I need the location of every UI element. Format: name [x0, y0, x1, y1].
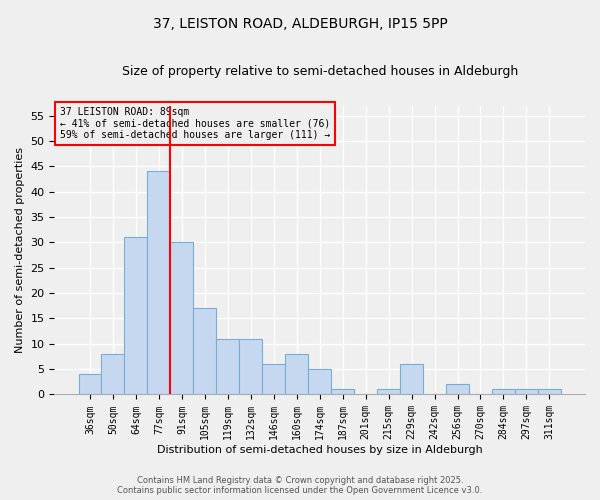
Bar: [170, 242, 193, 394]
Text: Contains HM Land Registry data © Crown copyright and database right 2025.
Contai: Contains HM Land Registry data © Crown c…: [118, 476, 482, 495]
Bar: [285, 354, 308, 395]
Bar: [239, 338, 262, 394]
Bar: [446, 384, 469, 394]
Bar: [377, 390, 400, 394]
X-axis label: Distribution of semi-detached houses by size in Aldeburgh: Distribution of semi-detached houses by …: [157, 445, 482, 455]
Bar: [217, 338, 239, 394]
Bar: [124, 238, 148, 394]
Bar: [492, 390, 515, 394]
Y-axis label: Number of semi-detached properties: Number of semi-detached properties: [15, 147, 25, 353]
Bar: [308, 369, 331, 394]
Bar: [193, 308, 217, 394]
Bar: [400, 364, 423, 394]
Bar: [515, 390, 538, 394]
Text: 37 LEISTON ROAD: 89sqm
← 41% of semi-detached houses are smaller (76)
59% of sem: 37 LEISTON ROAD: 89sqm ← 41% of semi-det…: [60, 107, 330, 140]
Bar: [262, 364, 285, 394]
Bar: [79, 374, 101, 394]
Bar: [331, 390, 354, 394]
Bar: [101, 354, 124, 395]
Bar: [538, 390, 561, 394]
Text: 37, LEISTON ROAD, ALDEBURGH, IP15 5PP: 37, LEISTON ROAD, ALDEBURGH, IP15 5PP: [152, 18, 448, 32]
Bar: [148, 172, 170, 394]
Title: Size of property relative to semi-detached houses in Aldeburgh: Size of property relative to semi-detach…: [122, 65, 518, 78]
